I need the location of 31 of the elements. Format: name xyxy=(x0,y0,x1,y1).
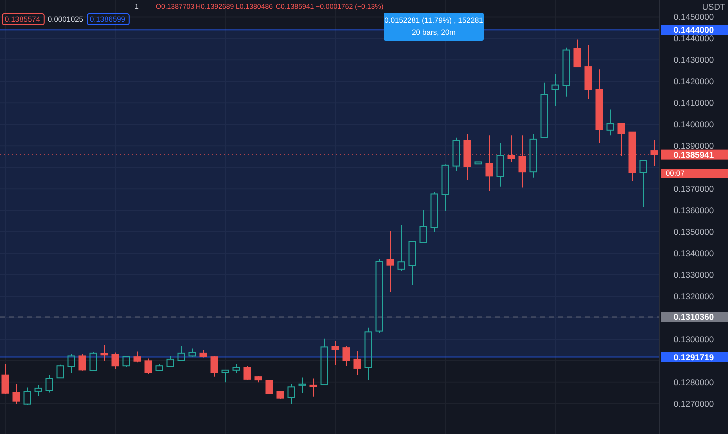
ref-line-label: 0.1385941 xyxy=(674,150,714,160)
y-tick-label: 0.1450000 xyxy=(674,12,714,22)
candlestick xyxy=(530,134,538,178)
y-tick-label: 0.1350000 xyxy=(674,227,714,238)
candlestick xyxy=(584,45,592,100)
y-tick-label: 0.1270000 xyxy=(674,398,714,409)
candlestick xyxy=(650,140,658,168)
y-tick-label: 0.1280000 xyxy=(674,377,714,388)
candlestick xyxy=(332,340,340,366)
y-tick-label: 0.1330000 xyxy=(674,270,714,280)
ref-line-label: 0.1444000 xyxy=(674,25,714,36)
candlestick xyxy=(552,74,560,107)
candlestick xyxy=(496,143,504,188)
y-tick-label: 0.1390000 xyxy=(674,141,714,152)
y-tick-label: 0.1420000 xyxy=(674,76,714,87)
y-tick-label: 0.1320000 xyxy=(674,291,714,302)
y-tick-label: 0.1410000 xyxy=(674,98,714,108)
ref-line-label: 0.1291719 xyxy=(674,352,714,362)
y-tick-label: 0.1370000 xyxy=(674,184,714,194)
candlestick xyxy=(596,69,604,144)
y-tick-label: 0.1440000 xyxy=(674,34,714,44)
candlestick xyxy=(386,230,394,292)
candlestick xyxy=(298,377,306,394)
y-tick-label: 0.1430000 xyxy=(674,55,714,66)
ref-line-label: 0.1310360 xyxy=(674,312,714,322)
candlestick xyxy=(100,344,108,362)
y-axis-title: USDT xyxy=(702,2,726,12)
y-tick-label: 0.1300000 xyxy=(674,334,714,344)
y-tick-label: 0.1360000 xyxy=(674,206,714,216)
y-tick-label: 0.1340000 xyxy=(674,248,714,259)
y-tick-label: 0.1400000 xyxy=(674,120,714,130)
